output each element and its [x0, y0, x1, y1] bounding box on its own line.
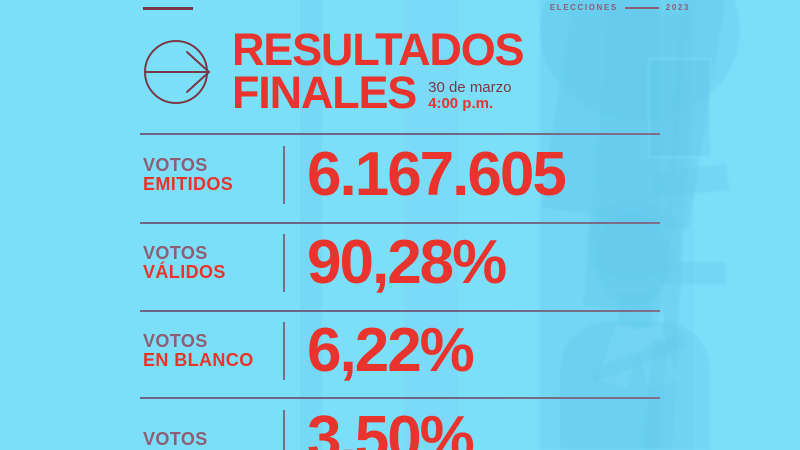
page-title-line2: FINALES [232, 67, 417, 118]
title-block: RESULTADOS FINALES 30 de marzo 4:00 p.m. [232, 24, 525, 118]
top-rule-mark [143, 7, 193, 10]
stat-label-group: VOTOS [143, 428, 283, 449]
title-second-row: FINALES 30 de marzo 4:00 p.m. [232, 67, 523, 118]
time-text: 4:00 p.m. [428, 95, 494, 112]
stat-value: 90,28% [307, 228, 507, 297]
stat-label-top: VOTOS [143, 243, 208, 263]
stat-separator-bar [283, 322, 285, 380]
stat-row-votos-emitidos: VOTOS EMITIDOS 6.167.605 [143, 140, 567, 209]
stat-label-top: VOTOS [143, 428, 208, 449]
divider-line-3 [140, 310, 660, 312]
divider-line-2 [140, 222, 660, 224]
stat-label-group: VOTOS VÁLIDOS [143, 244, 283, 282]
stat-label-top: VOTOS [143, 155, 208, 175]
stat-row-votos-en-blanco: VOTOS EN BLANCO 6,22% [143, 316, 475, 385]
stat-label-top: VOTOS [143, 331, 208, 351]
date-text: 30 de marzo [428, 79, 512, 96]
timestamp-block: 30 de marzo 4:00 p.m. [428, 80, 511, 113]
stat-separator-bar [283, 234, 285, 292]
eyebrow-year: 2023 [665, 3, 690, 12]
stat-row-votos-validos: VOTOS VÁLIDOS 90,28% [143, 228, 507, 297]
stat-value: 6,22% [307, 316, 475, 385]
stat-label-bottom: VÁLIDOS [143, 262, 226, 282]
stat-separator-bar [283, 410, 285, 450]
divider-line-4 [140, 397, 660, 399]
eyebrow-divider-line [624, 6, 659, 9]
stat-value: 6.167.605 [307, 140, 567, 209]
stat-label-group: VOTOS EMITIDOS [143, 156, 283, 194]
eyebrow-elecciones: ELECCIONES 2023 [550, 3, 690, 12]
page-title-line1: RESULTADOS [232, 24, 525, 75]
stat-label-group: VOTOS EN BLANCO [143, 332, 283, 370]
stat-row-votos-partial: VOTOS 3,50% [143, 404, 475, 450]
stat-separator-bar [283, 146, 285, 204]
eyebrow-label: ELECCIONES [549, 3, 618, 12]
stat-label-bottom: EMITIDOS [143, 174, 234, 194]
stat-value: 3,50% [307, 404, 475, 450]
stat-label-bottom: EN BLANCO [143, 350, 254, 370]
header-block: RESULTADOS FINALES 30 de marzo 4:00 p.m. [143, 24, 525, 118]
divider-line-1 [140, 133, 660, 135]
circle-arrow-right-icon [143, 39, 211, 105]
